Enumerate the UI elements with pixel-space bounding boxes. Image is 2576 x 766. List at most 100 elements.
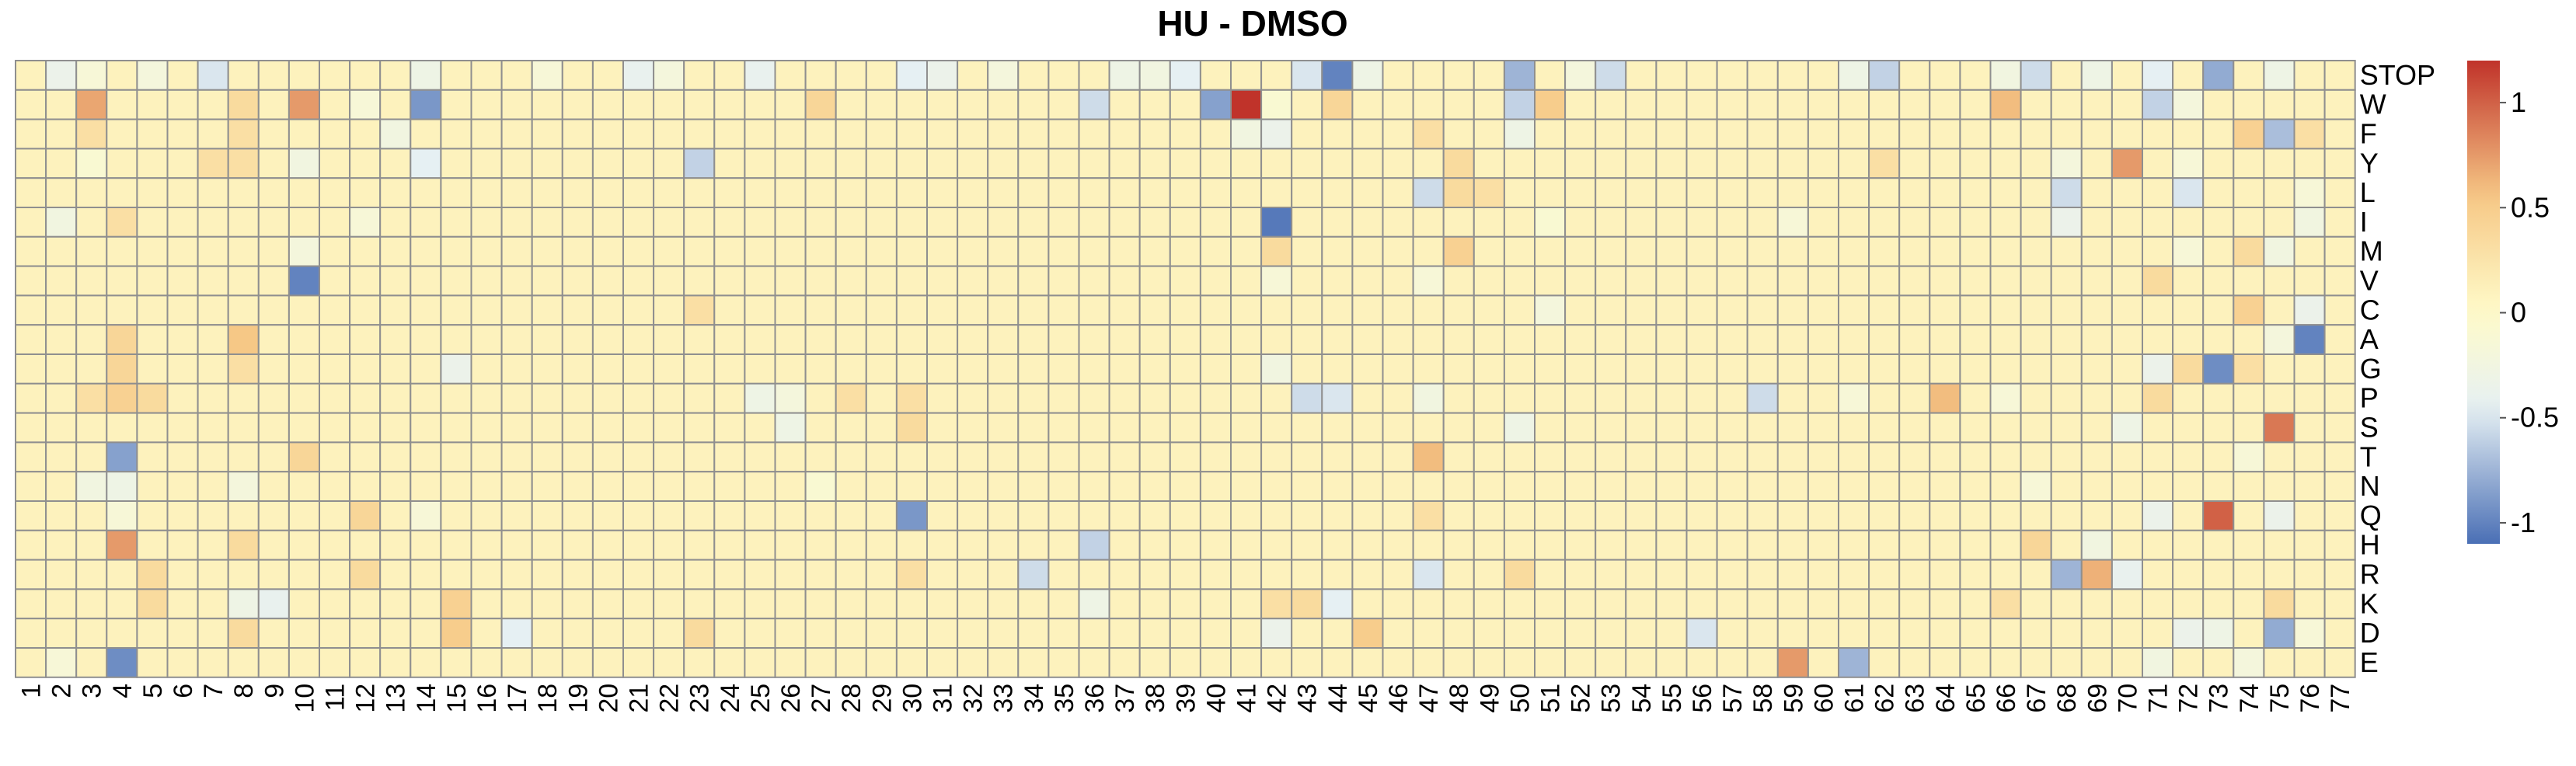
heatmap-cell-stop-25 (744, 60, 776, 91)
heatmap-cell-stop-55 (1655, 60, 1688, 91)
heatmap-cell-w-39 (1169, 89, 1201, 120)
heatmap-cell-a-10 (288, 324, 320, 356)
heatmap-cell-l-18 (531, 177, 563, 208)
heatmap-cell-i-26 (774, 207, 807, 238)
heatmap-cell-t-46 (1382, 441, 1414, 473)
heatmap-cell-s-46 (1382, 412, 1414, 444)
row-label-r: R (2360, 559, 2380, 590)
heatmap-cell-s-76 (2293, 412, 2326, 444)
heatmap-cell-h-36 (1078, 529, 1110, 561)
heatmap-cell-e-39 (1169, 647, 1201, 678)
heatmap-cell-l-49 (1473, 177, 1505, 208)
heatmap-cell-m-63 (1898, 235, 1931, 267)
heatmap-cell-m-36 (1078, 235, 1110, 267)
heatmap-cell-d-35 (1047, 618, 1080, 649)
heatmap-cell-l-26 (774, 177, 807, 208)
heatmap-cell-s-66 (1989, 412, 2022, 444)
heatmap-cell-g-55 (1655, 353, 1688, 385)
heatmap-cell-p-68 (2050, 382, 2083, 414)
heatmap-cell-v-5 (136, 265, 169, 297)
heatmap-cell-k-36 (1078, 588, 1110, 620)
heatmap-cell-g-63 (1898, 353, 1931, 385)
heatmap-cell-c-76 (2293, 294, 2326, 326)
heatmap-cell-l-39 (1169, 177, 1201, 208)
heatmap-cell-a-31 (926, 324, 959, 356)
heatmap-cell-s-57 (1716, 412, 1748, 444)
heatmap-cell-w-10 (288, 89, 320, 120)
heatmap-cell-w-8 (227, 89, 260, 120)
heatmap-cell-s-72 (2172, 412, 2205, 444)
heatmap-cell-v-63 (1898, 265, 1931, 297)
heatmap-cell-e-34 (1017, 647, 1050, 678)
heatmap-cell-p-62 (1868, 382, 1901, 414)
heatmap-cell-c-49 (1473, 294, 1505, 326)
heatmap-cell-q-7 (197, 500, 229, 531)
heatmap-cell-stop-3 (75, 60, 108, 91)
heatmap-cell-y-4 (106, 148, 138, 179)
heatmap-cell-f-8 (227, 118, 260, 150)
heatmap-cell-p-1 (15, 382, 47, 414)
heatmap-cell-n-69 (2080, 471, 2113, 503)
heatmap-cell-q-36 (1078, 500, 1110, 531)
heatmap-cell-l-72 (2172, 177, 2205, 208)
heatmap-cell-v-1 (15, 265, 47, 297)
heatmap-cell-h-45 (1351, 529, 1384, 561)
heatmap-cell-t-71 (2142, 441, 2174, 473)
heatmap-cell-n-2 (45, 471, 78, 503)
heatmap-cell-e-46 (1382, 647, 1414, 678)
heatmap-cell-r-68 (2050, 559, 2083, 590)
heatmap-cell-i-35 (1047, 207, 1080, 238)
heatmap-cell-p-19 (561, 382, 594, 414)
heatmap-cell-t-50 (1503, 441, 1536, 473)
heatmap-cell-c-55 (1655, 294, 1688, 326)
heatmap-cell-h-34 (1017, 529, 1050, 561)
heatmap-cell-f-29 (865, 118, 898, 150)
heatmap-cell-y-43 (1291, 148, 1323, 179)
heatmap-cell-d-54 (1625, 618, 1657, 649)
heatmap-cell-f-71 (2142, 118, 2174, 150)
heatmap-cell-p-26 (774, 382, 807, 414)
heatmap-cell-r-33 (987, 559, 1020, 590)
heatmap-cell-q-56 (1685, 500, 1718, 531)
heatmap-cell-stop-65 (1959, 60, 1992, 91)
column-label-41: 41 (1232, 684, 1262, 713)
heatmap-cell-stop-7 (197, 60, 229, 91)
heatmap-cell-d-56 (1685, 618, 1718, 649)
heatmap-cell-n-63 (1898, 471, 1931, 503)
heatmap-cell-c-9 (257, 294, 290, 326)
heatmap-cell-p-45 (1351, 382, 1384, 414)
heatmap-cell-t-5 (136, 441, 169, 473)
heatmap-cell-a-2 (45, 324, 78, 356)
heatmap-cell-h-7 (197, 529, 229, 561)
heatmap-cell-a-4 (106, 324, 138, 356)
heatmap-cell-t-62 (1868, 441, 1901, 473)
heatmap-cell-p-46 (1382, 382, 1414, 414)
heatmap-cell-m-17 (500, 235, 533, 267)
heatmap-cell-e-40 (1199, 647, 1232, 678)
heatmap-cell-s-34 (1017, 412, 1050, 444)
heatmap-cell-i-22 (653, 207, 685, 238)
heatmap-cell-f-57 (1716, 118, 1748, 150)
heatmap-cell-m-38 (1138, 235, 1171, 267)
heatmap-cell-h-51 (1534, 529, 1567, 561)
heatmap-cell-c-19 (561, 294, 594, 326)
heatmap-cell-d-58 (1746, 618, 1779, 649)
heatmap-cell-stop-36 (1078, 60, 1110, 91)
heatmap-cell-q-19 (561, 500, 594, 531)
column-label-76: 76 (2295, 684, 2325, 713)
heatmap-cell-c-54 (1625, 294, 1657, 326)
heatmap-cell-i-64 (1929, 207, 1961, 238)
heatmap-cell-d-30 (895, 618, 929, 649)
heatmap-cell-c-48 (1442, 294, 1475, 326)
heatmap-cell-d-73 (2202, 618, 2235, 649)
heatmap-cell-c-26 (774, 294, 807, 326)
column-label-33: 33 (989, 684, 1019, 713)
heatmap-cell-g-27 (804, 353, 837, 385)
heatmap-cell-y-59 (1776, 148, 1809, 179)
column-label-50: 50 (1505, 684, 1535, 713)
column-label-37: 37 (1110, 684, 1140, 713)
heatmap-cell-c-41 (1230, 294, 1263, 326)
heatmap-cell-h-65 (1959, 529, 1992, 561)
heatmap-cell-d-44 (1321, 618, 1354, 649)
column-label-38: 38 (1141, 684, 1170, 713)
